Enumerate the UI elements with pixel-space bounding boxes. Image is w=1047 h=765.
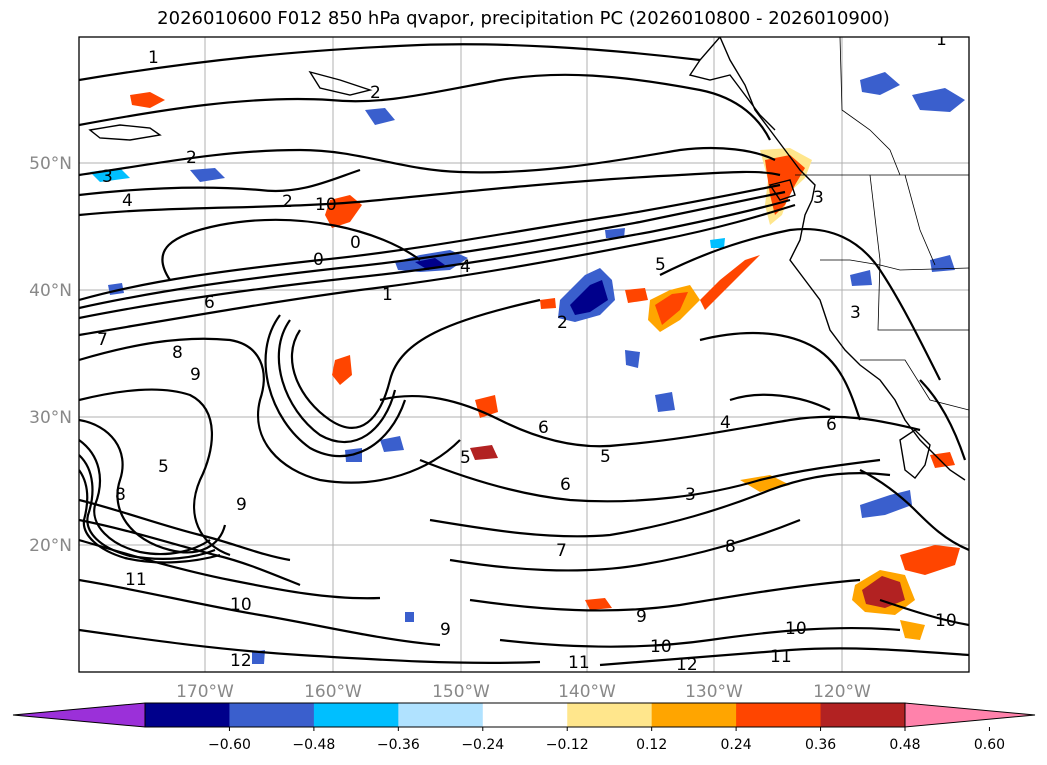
lon-label: 130°W (685, 682, 743, 702)
colorbar-tick-label: −0.60 (208, 737, 251, 753)
colorbar-swatch (820, 703, 906, 727)
contour-label: 2 (282, 192, 293, 212)
colorbar-swatches (13, 702, 1035, 728)
contour-label: 8 (725, 537, 736, 557)
contour-label: 9 (636, 607, 647, 627)
contour-label: 11 (770, 647, 792, 667)
lon-label: 170°W (176, 682, 234, 702)
colorbar-swatch (651, 703, 737, 727)
lon-label: 150°W (432, 682, 490, 702)
colorbar-swatch (145, 703, 230, 727)
precip-positive (130, 92, 960, 640)
precip-shading (90, 72, 965, 664)
colorbar-swatch (905, 703, 1035, 727)
contour-label: 10 (230, 595, 252, 615)
contour-label: 4 (122, 191, 133, 211)
plot-frame (78, 36, 970, 673)
colorbar-extend-left (12, 702, 146, 728)
political-borders (795, 37, 969, 411)
contour-label: 12 (230, 651, 252, 671)
contour-label: 5 (460, 448, 471, 468)
contour-label: 3 (102, 167, 113, 187)
contour-label: 3 (850, 303, 861, 323)
lon-label: 140°W (558, 682, 616, 702)
colorbar-swatch (313, 703, 399, 727)
contour-label: 9 (236, 495, 247, 515)
contour-label: 12 (676, 655, 698, 675)
contour-label: 5 (600, 447, 611, 467)
colorbar-tick-label: 0.24 (721, 737, 752, 753)
colorbar-swatch (13, 703, 145, 727)
contour-label: 9 (440, 620, 451, 640)
colorbar-tick-label: −0.24 (461, 737, 504, 753)
colorbar-tick-label: −0.48 (292, 737, 335, 753)
coastlines (88, 37, 966, 481)
contour-label: 1 (148, 48, 159, 68)
contour-label: 1 (382, 285, 393, 305)
contour-label: 10 (935, 611, 957, 631)
colorbar-tick-label: 0.36 (805, 737, 836, 753)
contour-labels: 1 2 2 3 4 2 10 0 0 4 1 6 7 8 9 8 5 9 11 … (97, 30, 957, 675)
contour-label: 2 (186, 148, 197, 168)
contour-label: 11 (568, 653, 590, 673)
lon-label: 120°W (813, 682, 871, 702)
colorbar-ticks: −0.60 −0.48 −0.36 −0.24 −0.12 0.12 0.24 0.36 0.4… (208, 727, 1005, 753)
colorbar-tick-label: −0.12 (546, 737, 589, 753)
contour-label: 5 (158, 457, 169, 477)
contour-label: 10 (650, 637, 672, 657)
latitude-labels: 50°N 40°N 30°N 20°N (29, 154, 72, 556)
contour-label: 6 (538, 418, 549, 438)
lat-label: 30°N (29, 408, 72, 428)
colorbar-swatch (482, 703, 568, 727)
contour-label: 11 (125, 570, 147, 590)
contour-label: 5 (655, 255, 666, 275)
contour-label: 0 (350, 233, 361, 253)
qvapor-contours (79, 43, 969, 667)
contour-label: 7 (97, 330, 108, 350)
lat-label: 40°N (29, 281, 72, 301)
longitude-labels: 170°W 160°W 150°W 140°W 130°W 120°W (176, 682, 871, 702)
contour-label: 7 (556, 541, 567, 561)
colorbar-tick-label: −0.36 (377, 737, 420, 753)
contour-label: 8 (172, 343, 183, 363)
contour-label: 4 (460, 257, 471, 277)
map-title: 2026010600 F012 850 hPa qvapor, precipit… (157, 8, 890, 29)
contour-label: 4 (720, 413, 731, 433)
colorbar-tick-label: 0.60 (974, 737, 1005, 753)
colorbar-swatch (567, 703, 653, 727)
colorbar-extend-right (904, 702, 1036, 728)
contour-label: 6 (204, 293, 215, 313)
colorbar-swatch (736, 703, 822, 727)
contour-label: 2 (370, 83, 381, 103)
contour-label: 6 (826, 415, 837, 435)
contour-label: 3 (813, 188, 824, 208)
lat-label: 20°N (29, 536, 72, 556)
colorbar-tick-label: 0.12 (636, 737, 667, 753)
contour-label: 3 (685, 485, 696, 505)
contour-label: 1 (936, 30, 947, 50)
map-plot-area: 1 2 2 3 4 2 10 0 0 4 1 6 7 8 9 8 5 9 11 … (79, 30, 969, 675)
contour-label: 0 (313, 250, 324, 270)
contour-label: 6 (560, 475, 571, 495)
contour-label: 2 (557, 313, 568, 333)
lon-label: 160°W (304, 682, 362, 702)
colorbar: −0.60 −0.48 −0.36 −0.24 −0.12 0.12 0.24 0.36 0.4… (12, 702, 1036, 753)
contour-label: 8 (115, 485, 126, 505)
contour-label: 10 (315, 195, 337, 215)
colorbar-swatch (398, 703, 484, 727)
contour-label: 9 (190, 365, 201, 385)
colorbar-swatch (229, 703, 315, 727)
colorbar-tick-label: 0.48 (889, 737, 920, 753)
gridlines (79, 37, 969, 672)
contour-label: 10 (785, 619, 807, 639)
lat-label: 50°N (29, 154, 72, 174)
